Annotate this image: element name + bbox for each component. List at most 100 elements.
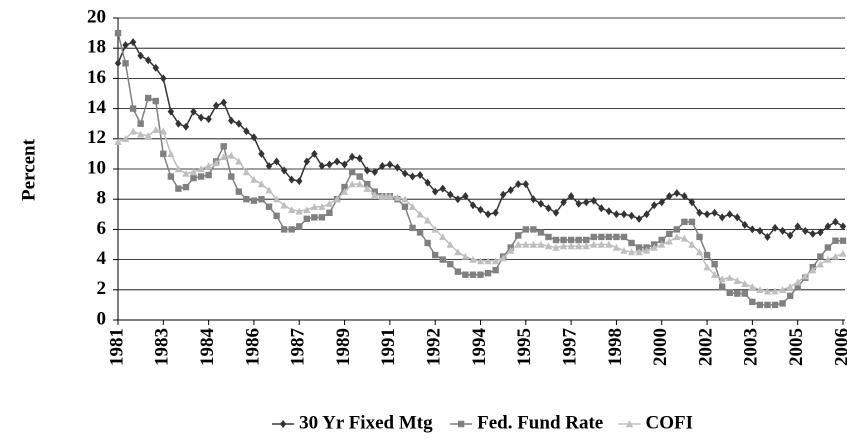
point [122, 41, 129, 50]
point [197, 165, 205, 173]
point [355, 180, 364, 188]
point [582, 242, 590, 250]
point [265, 161, 273, 170]
point [583, 198, 590, 207]
point [408, 203, 417, 210]
point [613, 233, 620, 241]
point [816, 260, 825, 268]
point [590, 233, 597, 241]
point [567, 236, 575, 244]
legend-label: Fed. Fund Rate [477, 412, 603, 433]
point [801, 272, 809, 280]
point [190, 107, 197, 116]
point [741, 220, 749, 229]
point [703, 263, 711, 271]
point [688, 240, 696, 248]
x-tick-label: 1994 [469, 328, 490, 367]
point [272, 195, 281, 203]
point [258, 149, 265, 158]
point [409, 224, 416, 232]
point [817, 228, 824, 237]
point [688, 218, 696, 226]
point [733, 277, 741, 284]
point [492, 208, 499, 217]
point [726, 210, 733, 219]
point [703, 210, 711, 219]
point [583, 236, 590, 244]
point [454, 195, 462, 204]
point [522, 226, 530, 233]
point [575, 236, 582, 244]
point [590, 240, 598, 248]
point [258, 196, 265, 203]
point [265, 186, 273, 194]
point [356, 173, 363, 180]
point [741, 290, 749, 297]
x-tick-label: 1986 [242, 328, 263, 366]
point [552, 236, 560, 244]
point [786, 292, 794, 300]
point [530, 226, 537, 233]
point [235, 119, 243, 128]
point [598, 233, 605, 241]
point [477, 205, 484, 214]
point [530, 195, 537, 204]
point [613, 210, 620, 219]
x-tick-label: 1984 [197, 328, 218, 367]
point [250, 197, 258, 204]
point [461, 252, 470, 260]
point [771, 301, 779, 309]
point [167, 173, 175, 180]
point [311, 149, 318, 158]
point [620, 210, 628, 219]
point [371, 190, 379, 198]
point [265, 203, 273, 210]
point [802, 226, 809, 235]
point [734, 290, 741, 297]
point [681, 192, 688, 201]
point [462, 192, 469, 201]
point [280, 166, 288, 175]
x-tick-label: 2002 [695, 328, 716, 366]
point [476, 257, 485, 265]
legend-label: COFI [646, 412, 694, 433]
point [439, 184, 446, 193]
point [303, 206, 311, 213]
point [786, 231, 794, 240]
point [159, 127, 168, 135]
point [778, 286, 787, 293]
point [544, 242, 553, 250]
point [287, 206, 296, 213]
point [665, 237, 674, 245]
point [228, 116, 235, 125]
point [559, 242, 568, 250]
point [817, 253, 824, 260]
point [469, 201, 477, 210]
y-tick-label: 0 [97, 308, 107, 329]
point [136, 130, 145, 138]
point [318, 203, 326, 210]
point [325, 200, 334, 207]
point [145, 56, 152, 65]
point [447, 260, 454, 268]
point [749, 298, 756, 306]
point [204, 162, 213, 170]
point [628, 211, 635, 220]
legend-marker [625, 420, 634, 428]
point [424, 239, 431, 247]
y-tick-label: 10 [87, 157, 106, 178]
point [575, 199, 582, 208]
point [620, 246, 628, 254]
x-tick-label: 2000 [650, 328, 671, 366]
point [190, 174, 197, 182]
y-tick-label: 20 [87, 6, 106, 27]
point [771, 223, 779, 232]
point [597, 240, 606, 248]
y-tick-label: 6 [97, 218, 107, 239]
point [303, 157, 311, 166]
x-tick-label: 2003 [741, 328, 762, 366]
point [424, 178, 431, 187]
point [431, 251, 439, 259]
point [129, 105, 137, 112]
point [612, 243, 621, 251]
